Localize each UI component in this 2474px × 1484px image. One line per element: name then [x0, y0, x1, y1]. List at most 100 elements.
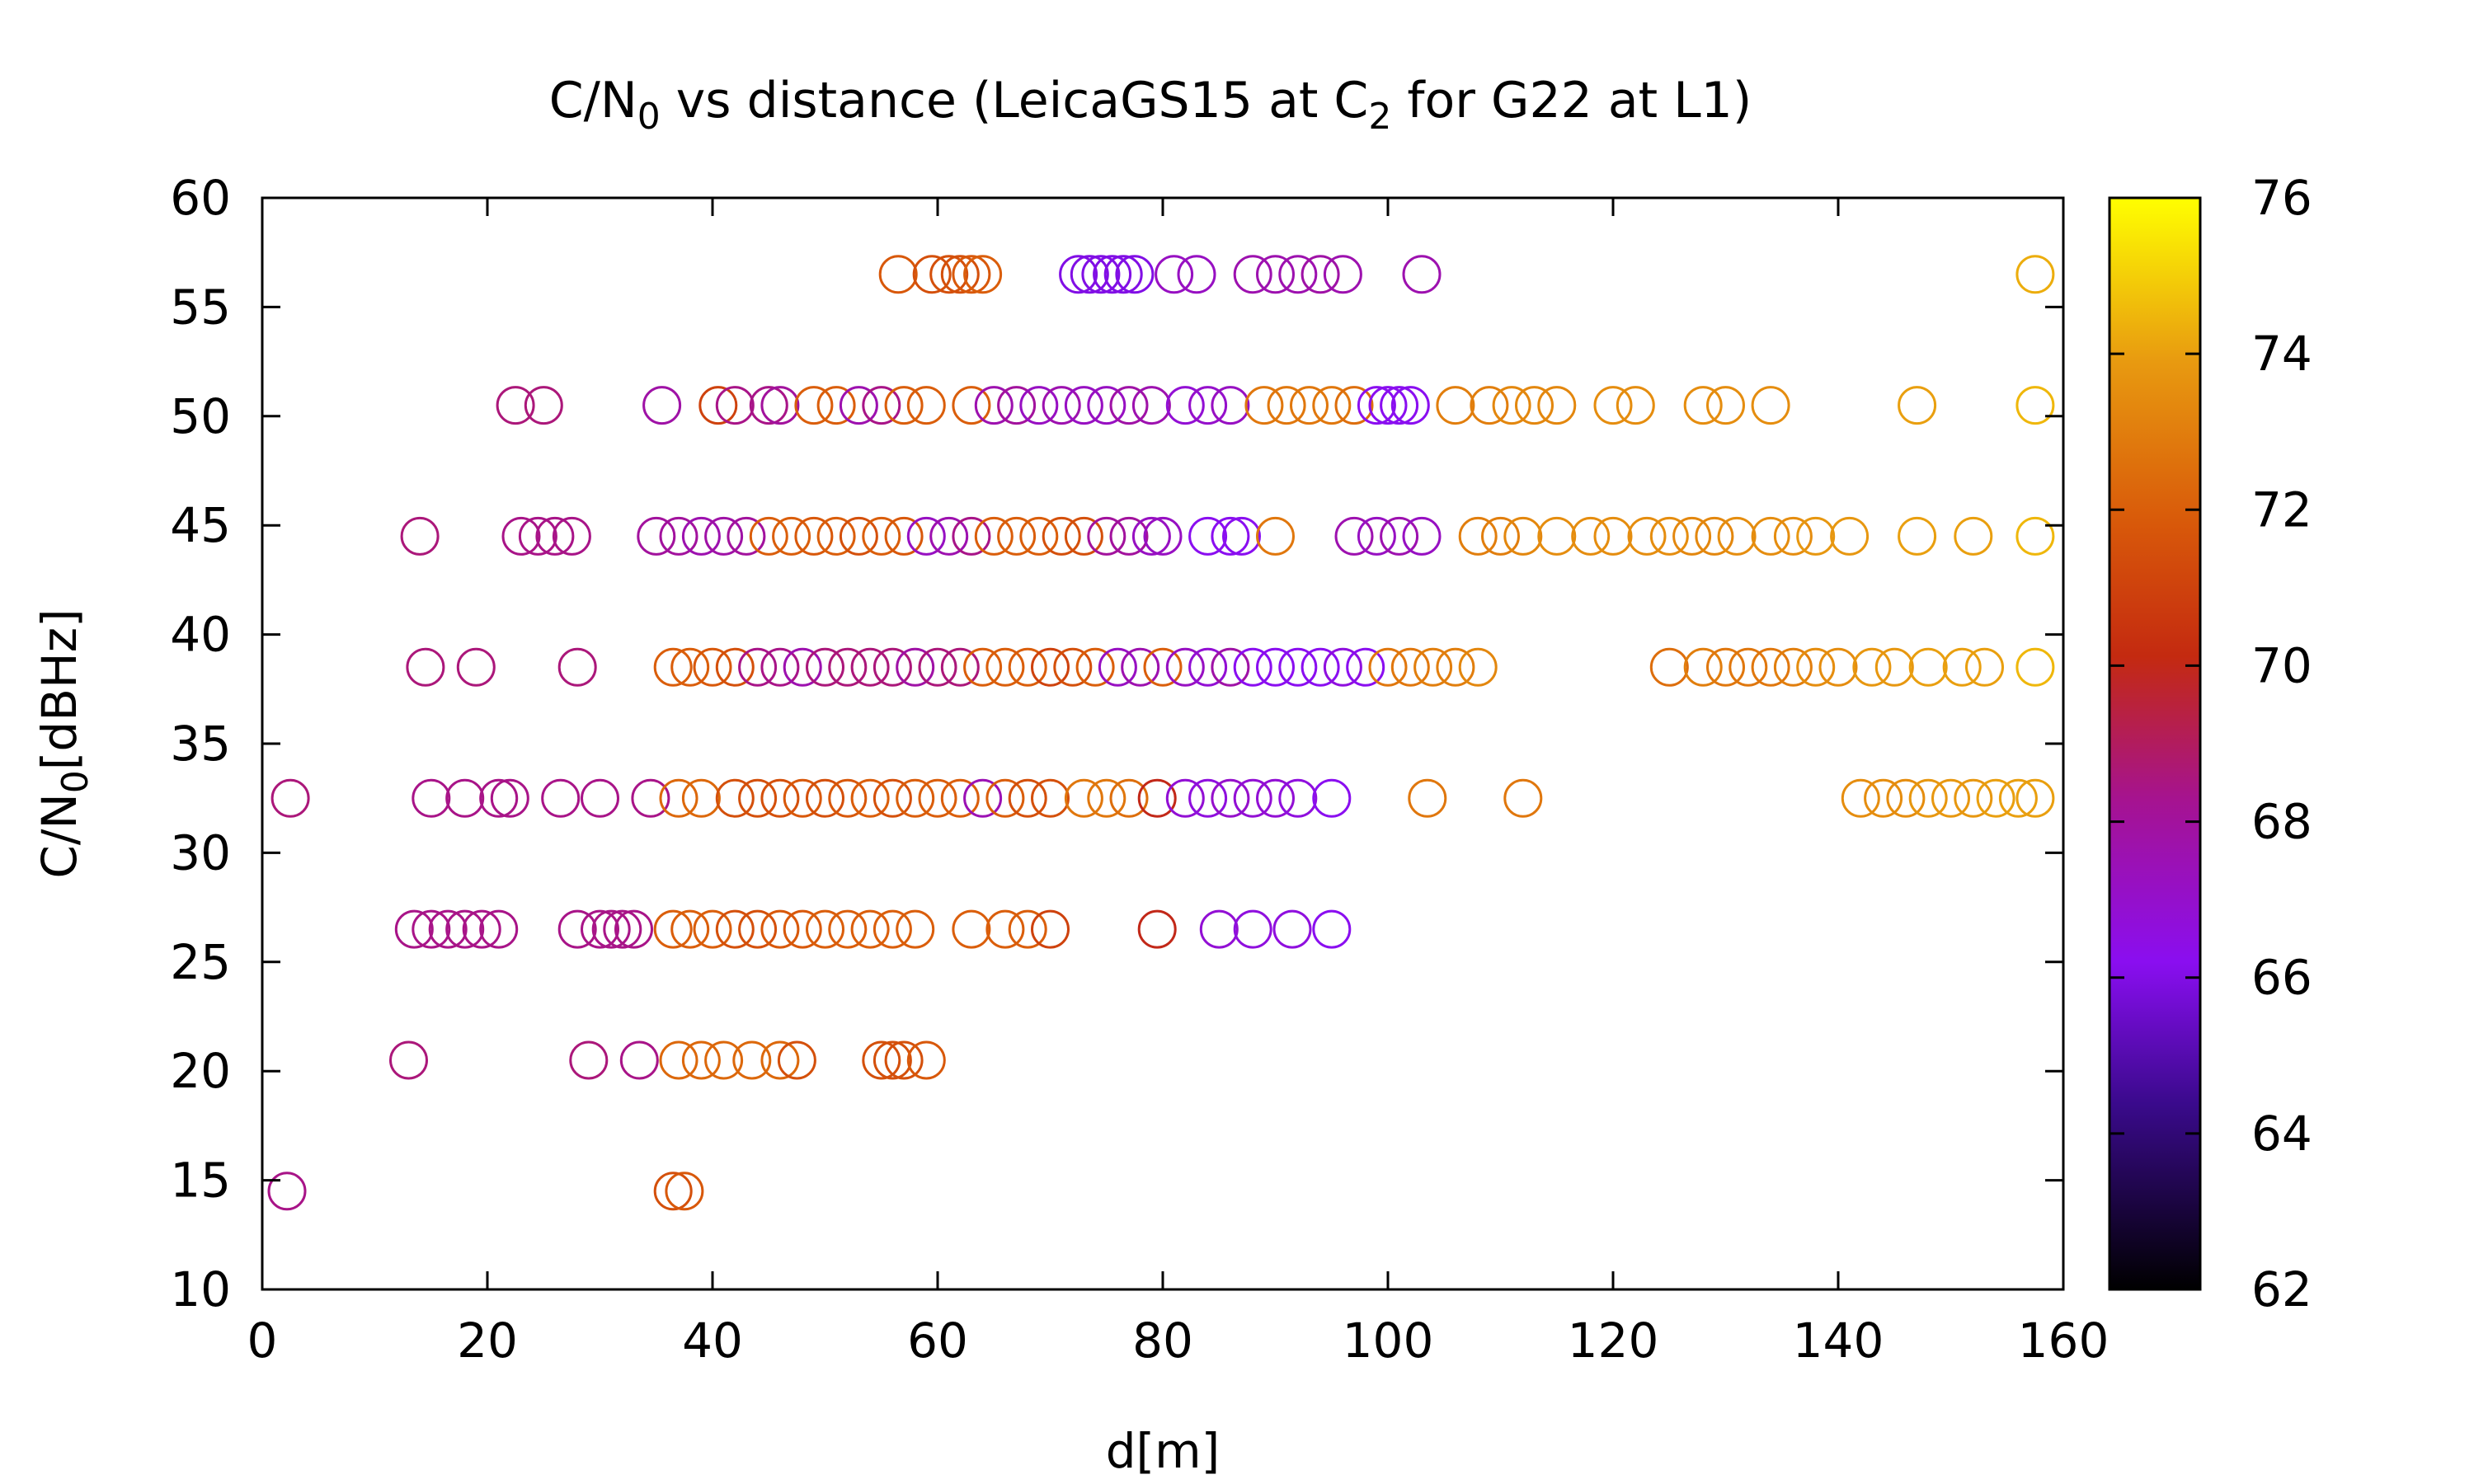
data-point — [1470, 386, 1509, 425]
data-point — [760, 778, 800, 818]
y-axis: 10 15 20 25 30 35 40 45 50 55 60 — [170, 170, 2063, 1317]
data-point — [828, 778, 868, 818]
data-point — [760, 386, 800, 425]
x-tick-label: 100 — [1343, 1313, 1434, 1369]
data-point — [1233, 778, 1272, 818]
data-point — [1199, 909, 1239, 949]
data-point — [794, 516, 834, 556]
x-tick-label: 160 — [2018, 1313, 2109, 1369]
data-point — [1898, 516, 1937, 556]
colorbar-tick-label: 76 — [2251, 170, 2312, 226]
data-point — [715, 647, 755, 687]
data-point — [653, 909, 693, 949]
data-point — [906, 1040, 946, 1080]
data-point — [1064, 516, 1103, 556]
data-point — [1908, 778, 1948, 818]
data-point — [1064, 386, 1103, 425]
data-point — [1256, 778, 1295, 818]
data-point — [1818, 647, 1858, 687]
data-point — [850, 647, 890, 687]
data-point — [1954, 516, 1993, 556]
data-point — [1537, 516, 1577, 556]
data-point — [1380, 386, 1419, 425]
data-point — [1211, 647, 1250, 687]
data-point — [1616, 386, 1655, 425]
data-point — [850, 778, 890, 818]
data-point — [806, 778, 844, 818]
data-point — [1278, 255, 1318, 294]
data-point — [412, 909, 451, 949]
data-point — [1830, 516, 1870, 556]
data-point — [862, 1040, 901, 1080]
data-point — [963, 778, 1003, 818]
data-point — [997, 516, 1037, 556]
data-point — [681, 1040, 721, 1080]
data-point — [1211, 386, 1250, 425]
data-point — [1031, 778, 1070, 818]
data-point — [698, 386, 738, 425]
data-point — [738, 647, 778, 687]
data-point — [1121, 647, 1160, 687]
data-point — [1706, 386, 1745, 425]
data-point — [681, 516, 721, 556]
data-point — [1093, 255, 1132, 294]
data-point — [535, 516, 575, 556]
data-point — [1515, 386, 1554, 425]
data-point — [806, 909, 844, 949]
data-point — [1109, 516, 1149, 556]
data-point — [1188, 647, 1228, 687]
data-point — [940, 255, 980, 294]
data-point — [732, 1040, 772, 1080]
data-point — [1402, 516, 1442, 556]
data-point — [1751, 516, 1790, 556]
data-point — [952, 255, 991, 294]
data-point — [1390, 386, 1430, 425]
data-point — [839, 386, 878, 425]
data-point — [1683, 647, 1723, 687]
data-point — [715, 909, 755, 949]
data-point — [1683, 386, 1723, 425]
data-point — [1008, 909, 1047, 949]
data-point — [952, 516, 991, 556]
data-point — [749, 386, 788, 425]
data-point — [552, 516, 591, 556]
data-point — [1436, 647, 1475, 687]
data-point — [1042, 516, 1081, 556]
data-point — [1898, 386, 1937, 425]
data-point — [1064, 778, 1103, 818]
y-tick-label: 40 — [170, 607, 231, 663]
data-point — [1031, 647, 1070, 687]
data-point — [896, 778, 935, 818]
x-tick-label: 120 — [1568, 1313, 1659, 1369]
data-point — [794, 386, 834, 425]
x-tick-label: 140 — [1793, 1313, 1884, 1369]
data-point — [659, 778, 698, 818]
data-point — [1087, 778, 1126, 818]
data-point — [637, 516, 676, 556]
data-point — [1155, 255, 1194, 294]
data-point — [1458, 647, 1498, 687]
y-tick-label: 10 — [170, 1261, 231, 1317]
data-point — [704, 1040, 744, 1080]
y-tick-label: 20 — [170, 1043, 231, 1099]
data-point — [738, 778, 778, 818]
data-point — [1357, 516, 1396, 556]
data-point — [2015, 255, 2055, 294]
data-point — [1571, 516, 1611, 556]
data-point — [839, 516, 878, 556]
data-point — [704, 516, 744, 556]
data-point — [581, 909, 619, 949]
data-point — [693, 909, 732, 949]
data-point — [653, 1172, 693, 1211]
colorbar-tick-label: 72 — [2251, 481, 2312, 538]
data-point — [1481, 516, 1520, 556]
data-point — [1593, 386, 1633, 425]
data-point — [1267, 386, 1306, 425]
data-point — [749, 516, 788, 556]
data-point — [1165, 386, 1205, 425]
data-point — [1290, 386, 1329, 425]
data-point — [806, 647, 844, 687]
data-point — [659, 516, 698, 556]
data-point — [1188, 386, 1228, 425]
data-point — [1233, 909, 1272, 949]
